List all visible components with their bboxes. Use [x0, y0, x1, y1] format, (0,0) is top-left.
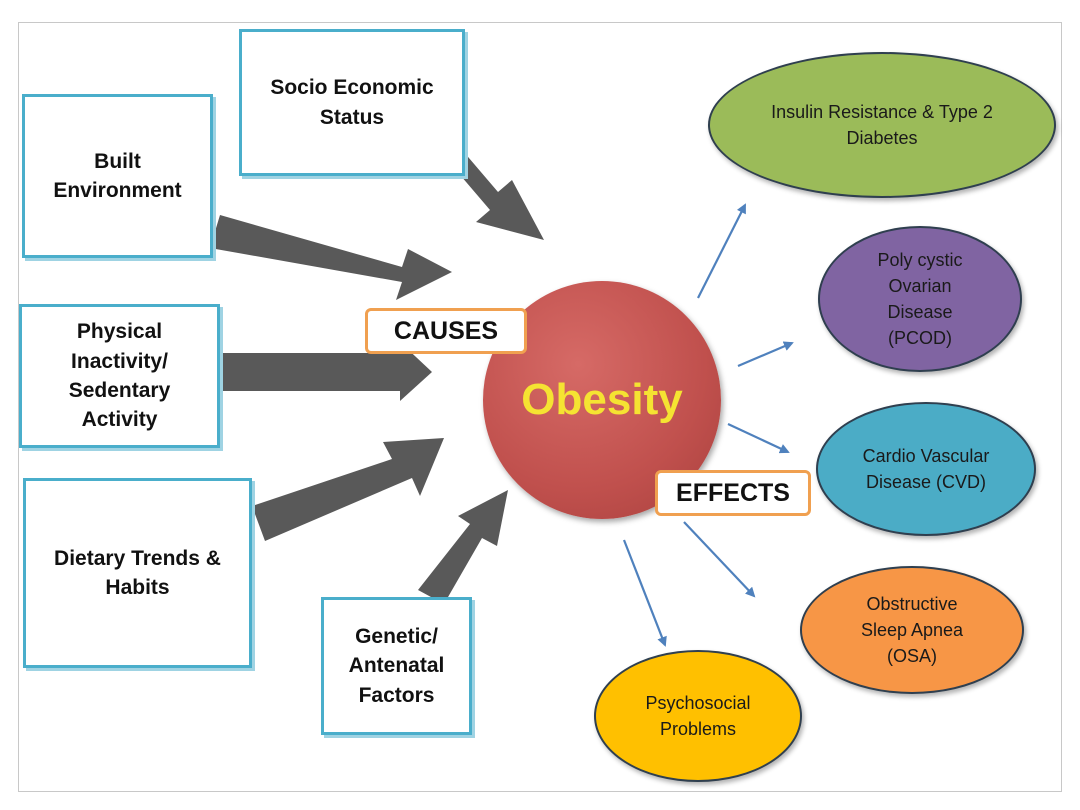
cause-box-genetic-antenatal: Genetic/ Antenatal Factors [321, 597, 472, 735]
arrow-socio-to-obesity [449, 144, 544, 240]
cause-box-socio-economic: Socio Economic Status [239, 29, 465, 176]
arrow-obesity-to-osa [683, 521, 756, 598]
effect-label: Insulin Resistance & Type 2 Diabetes [771, 101, 993, 148]
cause-box-built-environment: Built Environment [22, 94, 213, 258]
cause-label: Genetic/ Antenatal Factors [348, 624, 445, 707]
cause-label: Dietary Trends & Habits [54, 546, 221, 599]
effect-oval-insulin-resistance: Insulin Resistance & Type 2 Diabetes [708, 52, 1056, 198]
arrow-genetic-to-obesity [418, 490, 508, 604]
effect-label: Cardio Vascular Disease (CVD) [862, 445, 990, 492]
cause-box-physical-inactivity: Physical Inactivity/ Sedentary Activity [19, 304, 220, 448]
effects-tag-label: EFFECTS [676, 478, 790, 507]
effect-label: Obstructive Sleep Apnea (OSA) [860, 593, 964, 667]
effect-oval-pcod: Poly cystic Ovarian Disease (PCOD) [818, 226, 1022, 372]
obesity-label: Obesity [521, 375, 683, 424]
effect-label: Poly cystic Ovarian Disease (PCOD) [877, 249, 963, 349]
effect-oval-osa: Obstructive Sleep Apnea (OSA) [800, 566, 1024, 694]
arrow-built-to-obesity [210, 215, 452, 300]
arrow-obesity-to-cvd [727, 423, 790, 454]
arrow-dietary-to-obesity [252, 438, 444, 541]
arrow-obesity-to-insulin [697, 203, 746, 299]
arrow-physical-to-obesity [222, 342, 432, 401]
cause-label: Socio Economic Status [270, 76, 434, 129]
effects-tag: EFFECTS [655, 470, 811, 516]
cause-label: Built Environment [53, 149, 182, 202]
causes-tag: CAUSES [365, 308, 527, 354]
causes-tag-label: CAUSES [393, 316, 499, 345]
arrow-obesity-to-pcod [737, 341, 794, 368]
effect-label: Psychosocial Problems [645, 692, 751, 739]
cause-box-dietary-trends: Dietary Trends & Habits [23, 478, 252, 668]
effect-oval-psychosocial: Psychosocial Problems [594, 650, 802, 782]
arrow-obesity-to-psycho [622, 539, 667, 647]
cause-label: Physical Inactivity/ Sedentary Activity [68, 320, 171, 432]
effect-oval-cvd: Cardio Vascular Disease (CVD) [816, 402, 1036, 536]
